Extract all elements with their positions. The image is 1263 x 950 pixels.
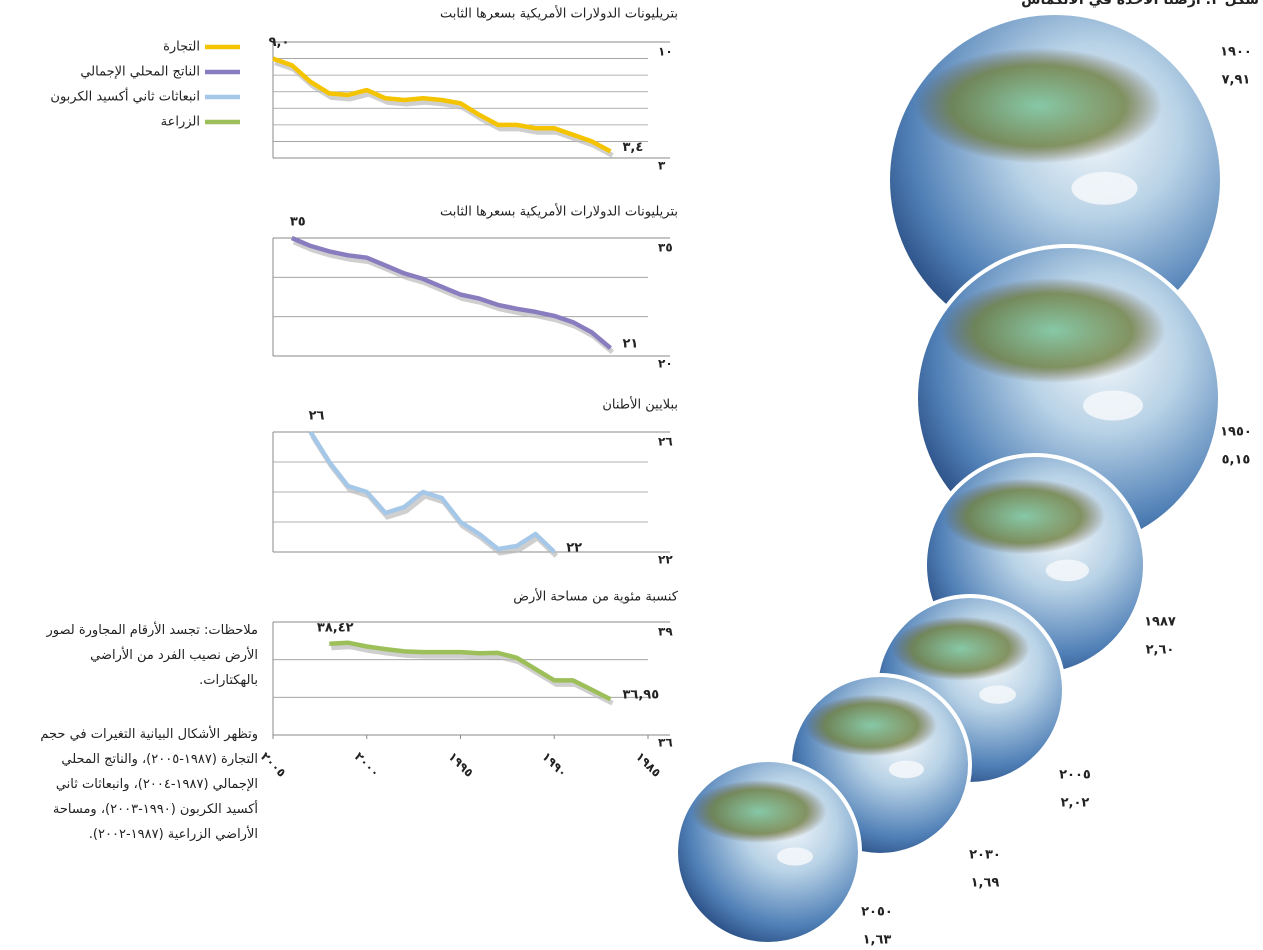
y-tick-label: ٣٦ xyxy=(658,736,673,750)
legend: التجارة الناتج المحلي الإجمالي انبعاثات ثا… xyxy=(50,40,240,130)
notes: ملاحظات: تجسد الأرقام المجاورة لصور الأر… xyxy=(40,618,258,693)
globe-land xyxy=(692,780,827,843)
globe-ice xyxy=(1083,391,1143,421)
globe-value: ٥,١٥ xyxy=(1222,453,1251,468)
value-label: ٢٦ xyxy=(309,409,325,424)
globe-land xyxy=(943,479,1105,555)
line xyxy=(292,238,611,348)
globe-year: ٢٠٥٠ xyxy=(861,905,893,920)
globe-ice xyxy=(1072,172,1138,205)
value-label: ٣٨,٤٢ xyxy=(317,620,354,635)
globes: ١٩٠٠ ٧,٩١ ١٩٥٠ ٥,١٥ ١٩٨٧ ٢,٦٠ ٢٠٠٥ ٢,٠٢ ٢٠٣٠ ١,٦٩… xyxy=(674,11,1252,948)
y-tick-label: ٢٢ xyxy=(658,553,673,567)
globe-land xyxy=(805,695,937,757)
legend-label: التجارة xyxy=(163,40,200,55)
globe-value: ٧,٩١ xyxy=(1222,73,1251,88)
value-label: ٣٥ xyxy=(290,215,306,230)
value-label: ٣,٤ xyxy=(623,140,644,155)
legend-label: الناتج المحلي الإجمالي xyxy=(80,65,200,80)
globe-ice xyxy=(777,848,813,866)
globe-ice xyxy=(1046,560,1089,582)
legend-label: انبعاثات ثاني أكسيد الكربون xyxy=(50,88,200,105)
globe-value: ٢,٦٠ xyxy=(1146,643,1175,658)
globe-ice xyxy=(889,761,924,779)
chart-subtitle: ببلايين الأطنان xyxy=(602,396,678,413)
y-tick-label: ٣ xyxy=(658,159,666,173)
globe-year: ٢٠٠٥ xyxy=(1059,768,1091,783)
globe-land xyxy=(941,278,1166,383)
value-label: ٢٢ xyxy=(566,541,582,556)
figure-title: شكل ٢: أرضنا الآخذة في الانكماش xyxy=(1021,0,1259,8)
page: ١٩٠٠ ٧,٩١ ١٩٥٠ ٥,١٥ ١٩٨٧ ٢,٦٠ ٢٠٠٥ ٢,٠٢ ٢٠٣٠ ١,٦٩… xyxy=(0,0,1263,950)
chart-subtitle: بتريليونات الدولارات الأمريكية بسعرها ال… xyxy=(440,203,678,220)
y-tick-label: ٢٦ xyxy=(658,435,673,449)
y-tick-label: ٢٠ xyxy=(658,357,673,371)
globe-land xyxy=(892,616,1030,680)
x-tick-label: ٢٠٠٠ xyxy=(352,749,383,780)
y-tick-label: ٣٩ xyxy=(658,625,673,639)
globe-value: ١,٦٩ xyxy=(971,876,1000,891)
globe-year: ٢٠٣٠ xyxy=(969,848,1001,863)
globe-value: ٢,٠٢ xyxy=(1061,796,1090,811)
x-tick-label: ٢٠٠٥ xyxy=(258,749,289,780)
globe-ice xyxy=(979,685,1016,703)
x-tick-label: ١٩٨٥ xyxy=(633,749,664,780)
value-label: ٩,٠ xyxy=(269,35,290,50)
line-shadow xyxy=(331,647,612,704)
globe-land xyxy=(915,48,1163,164)
y-tick-label: ٣٥ xyxy=(658,241,673,255)
line-shadow xyxy=(294,242,613,352)
chart-subtitle: بتريليونات الدولارات الأمريكية بسعرها ال… xyxy=(440,5,678,22)
globe-year: ١٩٥٠ xyxy=(1220,425,1252,440)
chart-subtitle: كنسبة مئوية من مساحة الأرض xyxy=(513,588,679,605)
charts: بتريليونات الدولارات الأمريكية بسعرها ال… xyxy=(258,5,679,780)
legend-label: الزراعة xyxy=(161,115,200,130)
value-label: ٢١ xyxy=(623,337,639,352)
globe-year: ١٩٨٧ xyxy=(1144,615,1176,630)
y-tick-label: ١٠ xyxy=(658,45,673,59)
globe-value: ١,٦٣ xyxy=(863,933,892,948)
x-tick-label: ١٩٩٥ xyxy=(446,749,477,780)
x-tick-label: ١٩٩٠ xyxy=(539,749,570,780)
globe-year: ١٩٠٠ xyxy=(1220,45,1252,60)
value-label: ٣٦,٩٥ xyxy=(623,688,660,703)
notes: وتظهر الأشكال البيانية التغيرات في حجم ا… xyxy=(40,722,258,847)
